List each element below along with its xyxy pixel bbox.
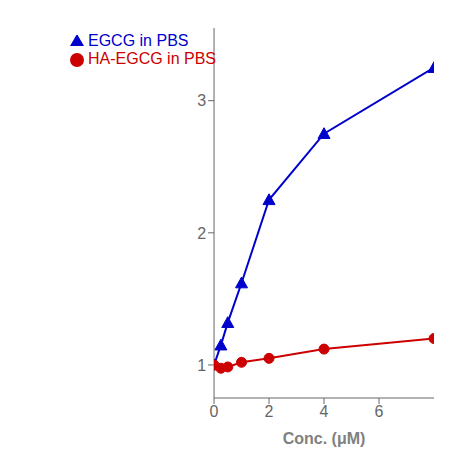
svg-text:6: 6 bbox=[375, 403, 384, 420]
svg-text:2: 2 bbox=[265, 403, 274, 420]
svg-text:2: 2 bbox=[197, 225, 206, 242]
svg-text:Conc. (μM): Conc. (μM) bbox=[283, 430, 366, 447]
svg-text:0: 0 bbox=[210, 403, 219, 420]
svg-text:3: 3 bbox=[197, 92, 206, 109]
svg-text:4: 4 bbox=[320, 403, 329, 420]
html-text:EGCG in PBS: EGCG in PBS bbox=[88, 32, 189, 49]
html-text:HA-EGCG in PBS: HA-EGCG in PBS bbox=[88, 50, 216, 67]
svg-text:1: 1 bbox=[197, 357, 206, 374]
